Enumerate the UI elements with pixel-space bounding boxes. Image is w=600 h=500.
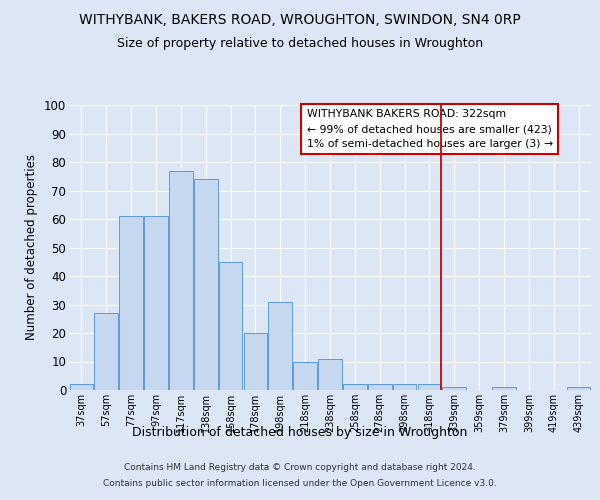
Bar bbox=[169, 170, 193, 390]
Y-axis label: Number of detached properties: Number of detached properties bbox=[25, 154, 38, 340]
Text: Size of property relative to detached houses in Wroughton: Size of property relative to detached ho… bbox=[117, 38, 483, 51]
Bar bbox=[94, 313, 118, 390]
Bar bbox=[492, 387, 516, 390]
Bar bbox=[219, 262, 242, 390]
Bar bbox=[70, 384, 93, 390]
Text: Distribution of detached houses by size in Wroughton: Distribution of detached houses by size … bbox=[133, 426, 467, 439]
Bar bbox=[368, 384, 392, 390]
Bar bbox=[144, 216, 168, 390]
Text: Contains public sector information licensed under the Open Government Licence v3: Contains public sector information licen… bbox=[103, 478, 497, 488]
Bar bbox=[393, 384, 416, 390]
Bar bbox=[268, 302, 292, 390]
Text: WITHYBANK, BAKERS ROAD, WROUGHTON, SWINDON, SN4 0RP: WITHYBANK, BAKERS ROAD, WROUGHTON, SWIND… bbox=[79, 12, 521, 26]
Bar bbox=[343, 384, 367, 390]
Text: WITHYBANK BAKERS ROAD: 322sqm
← 99% of detached houses are smaller (423)
1% of s: WITHYBANK BAKERS ROAD: 322sqm ← 99% of d… bbox=[307, 110, 553, 149]
Bar bbox=[442, 387, 466, 390]
Bar bbox=[119, 216, 143, 390]
Bar bbox=[293, 362, 317, 390]
Bar bbox=[244, 333, 267, 390]
Bar bbox=[318, 358, 342, 390]
Bar bbox=[418, 384, 441, 390]
Bar bbox=[194, 179, 218, 390]
Text: Contains HM Land Registry data © Crown copyright and database right 2024.: Contains HM Land Registry data © Crown c… bbox=[124, 464, 476, 472]
Bar bbox=[567, 387, 590, 390]
